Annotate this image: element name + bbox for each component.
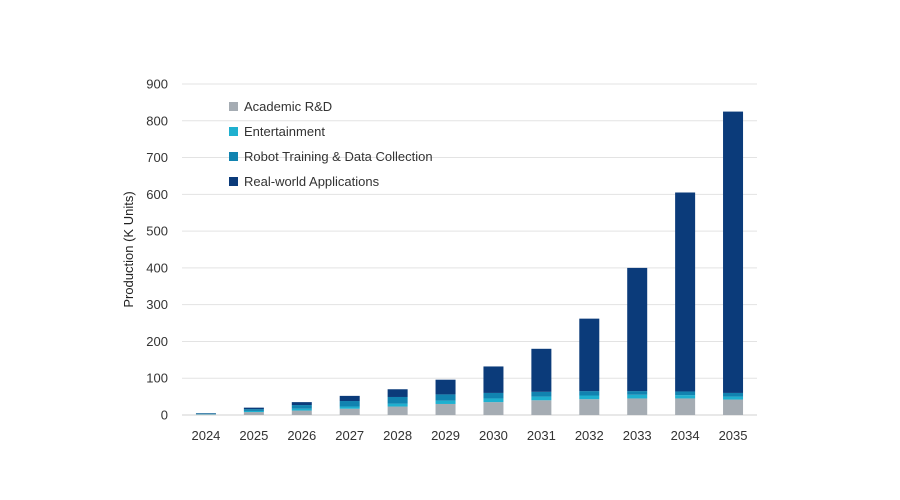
y-axis-ticks: 0 100 200 300 400 500 600 700 800 900: [146, 77, 168, 423]
x-tick-label: 2033: [623, 428, 652, 443]
bar-2033-segment-1: [627, 394, 648, 399]
x-tick-label: 2030: [479, 428, 508, 443]
bar-2035-segment-0: [723, 399, 744, 415]
bar-2030-segment-3: [483, 366, 504, 393]
bar-2035-segment-2: [723, 392, 744, 397]
legend-item: Academic R&D: [229, 99, 332, 114]
bar-2033-segment-0: [627, 398, 648, 415]
y-tick-label: 500: [146, 224, 168, 239]
bar-2026-segment-0: [291, 410, 312, 415]
bar-2026-segment-1: [291, 408, 312, 411]
x-tick-label: 2034: [671, 428, 700, 443]
legend-label: Academic R&D: [244, 99, 332, 114]
bar-2032-segment-1: [579, 395, 600, 400]
bar-2031-segment-3: [531, 348, 552, 392]
bar-2025-segment-1: [243, 410, 264, 413]
legend-item: Real-world Applications: [229, 174, 380, 189]
bar-2032-segment-2: [579, 391, 600, 396]
x-tick-label: 2024: [191, 428, 220, 443]
x-tick-label: 2032: [575, 428, 604, 443]
bar-2031-segment-2: [531, 391, 552, 397]
bar-2027-segment-3: [339, 395, 360, 402]
bar-2031-segment-1: [531, 396, 552, 401]
x-tick-label: 2025: [239, 428, 268, 443]
bar-2030-segment-0: [483, 402, 504, 415]
legend-item: Robot Training & Data Collection: [229, 149, 433, 164]
bar-2028-segment-3: [387, 389, 408, 397]
bar-2027-segment-2: [339, 401, 360, 407]
legend-swatch: [229, 177, 238, 186]
bar-2028-segment-0: [387, 406, 408, 415]
legend-swatch: [229, 127, 238, 136]
x-tick-label: 2029: [431, 428, 460, 443]
y-axis-title: Production (K Units): [121, 191, 136, 307]
bar-2029-segment-3: [435, 379, 456, 395]
bar-2028-segment-1: [387, 403, 408, 407]
bar-2024-segment-0: [195, 414, 216, 415]
legend-label: Real-world Applications: [244, 174, 380, 189]
x-tick-label: 2026: [287, 428, 316, 443]
bar-2026-segment-2: [291, 405, 312, 409]
bar-2029-segment-0: [435, 403, 456, 415]
bar-2025-segment-3: [243, 407, 264, 410]
bar-2035-segment-3: [723, 111, 744, 393]
y-tick-label: 400: [146, 260, 168, 275]
bar-2025-segment-0: [243, 412, 264, 415]
bar-2033-segment-2: [627, 391, 648, 395]
x-axis-ticks: 2024 2025 2026 2027 2028 2029 2030 2031 2032 2033…: [191, 428, 747, 443]
y-tick-label: 600: [146, 187, 168, 202]
y-tick-label: 200: [146, 334, 168, 349]
legend: Academic R&D Entertainment Robot Training …: [229, 99, 433, 189]
bar-2025-segment-2: [243, 409, 264, 411]
bar-2029-segment-1: [435, 400, 456, 404]
gridlines: [182, 83, 757, 416]
x-tick-label: 2031: [527, 428, 556, 443]
bars: [195, 111, 744, 415]
legend-label: Entertainment: [244, 124, 325, 139]
legend-item: Entertainment: [229, 124, 325, 139]
bar-2028-segment-2: [387, 396, 408, 404]
bar-2035-segment-1: [723, 396, 744, 400]
bar-2034-segment-0: [675, 398, 696, 415]
y-tick-label: 800: [146, 113, 168, 128]
y-tick-label: 300: [146, 297, 168, 312]
y-tick-label: 900: [146, 77, 168, 92]
bar-2029-segment-2: [435, 394, 456, 401]
bar-2032-segment-0: [579, 399, 600, 415]
bar-2034-segment-2: [675, 391, 696, 396]
x-tick-label: 2027: [335, 428, 364, 443]
bar-2030-segment-1: [483, 398, 504, 403]
x-tick-label: 2028: [383, 428, 412, 443]
y-tick-label: 100: [146, 371, 168, 386]
bar-2030-segment-2: [483, 392, 504, 399]
bar-2034-segment-1: [675, 395, 696, 399]
bar-2026-segment-3: [291, 402, 312, 406]
legend-label: Robot Training & Data Collection: [244, 149, 433, 164]
legend-swatch: [229, 152, 238, 161]
legend-swatch: [229, 102, 238, 111]
bar-2031-segment-0: [531, 400, 552, 415]
bar-2027-segment-1: [339, 406, 360, 409]
y-tick-label: 0: [161, 408, 168, 423]
bar-2032-segment-3: [579, 318, 600, 392]
bar-2033-segment-3: [627, 267, 648, 392]
bar-2034-segment-3: [675, 192, 696, 392]
bar-2027-segment-0: [339, 408, 360, 415]
x-tick-label: 2035: [719, 428, 748, 443]
y-tick-label: 700: [146, 150, 168, 165]
